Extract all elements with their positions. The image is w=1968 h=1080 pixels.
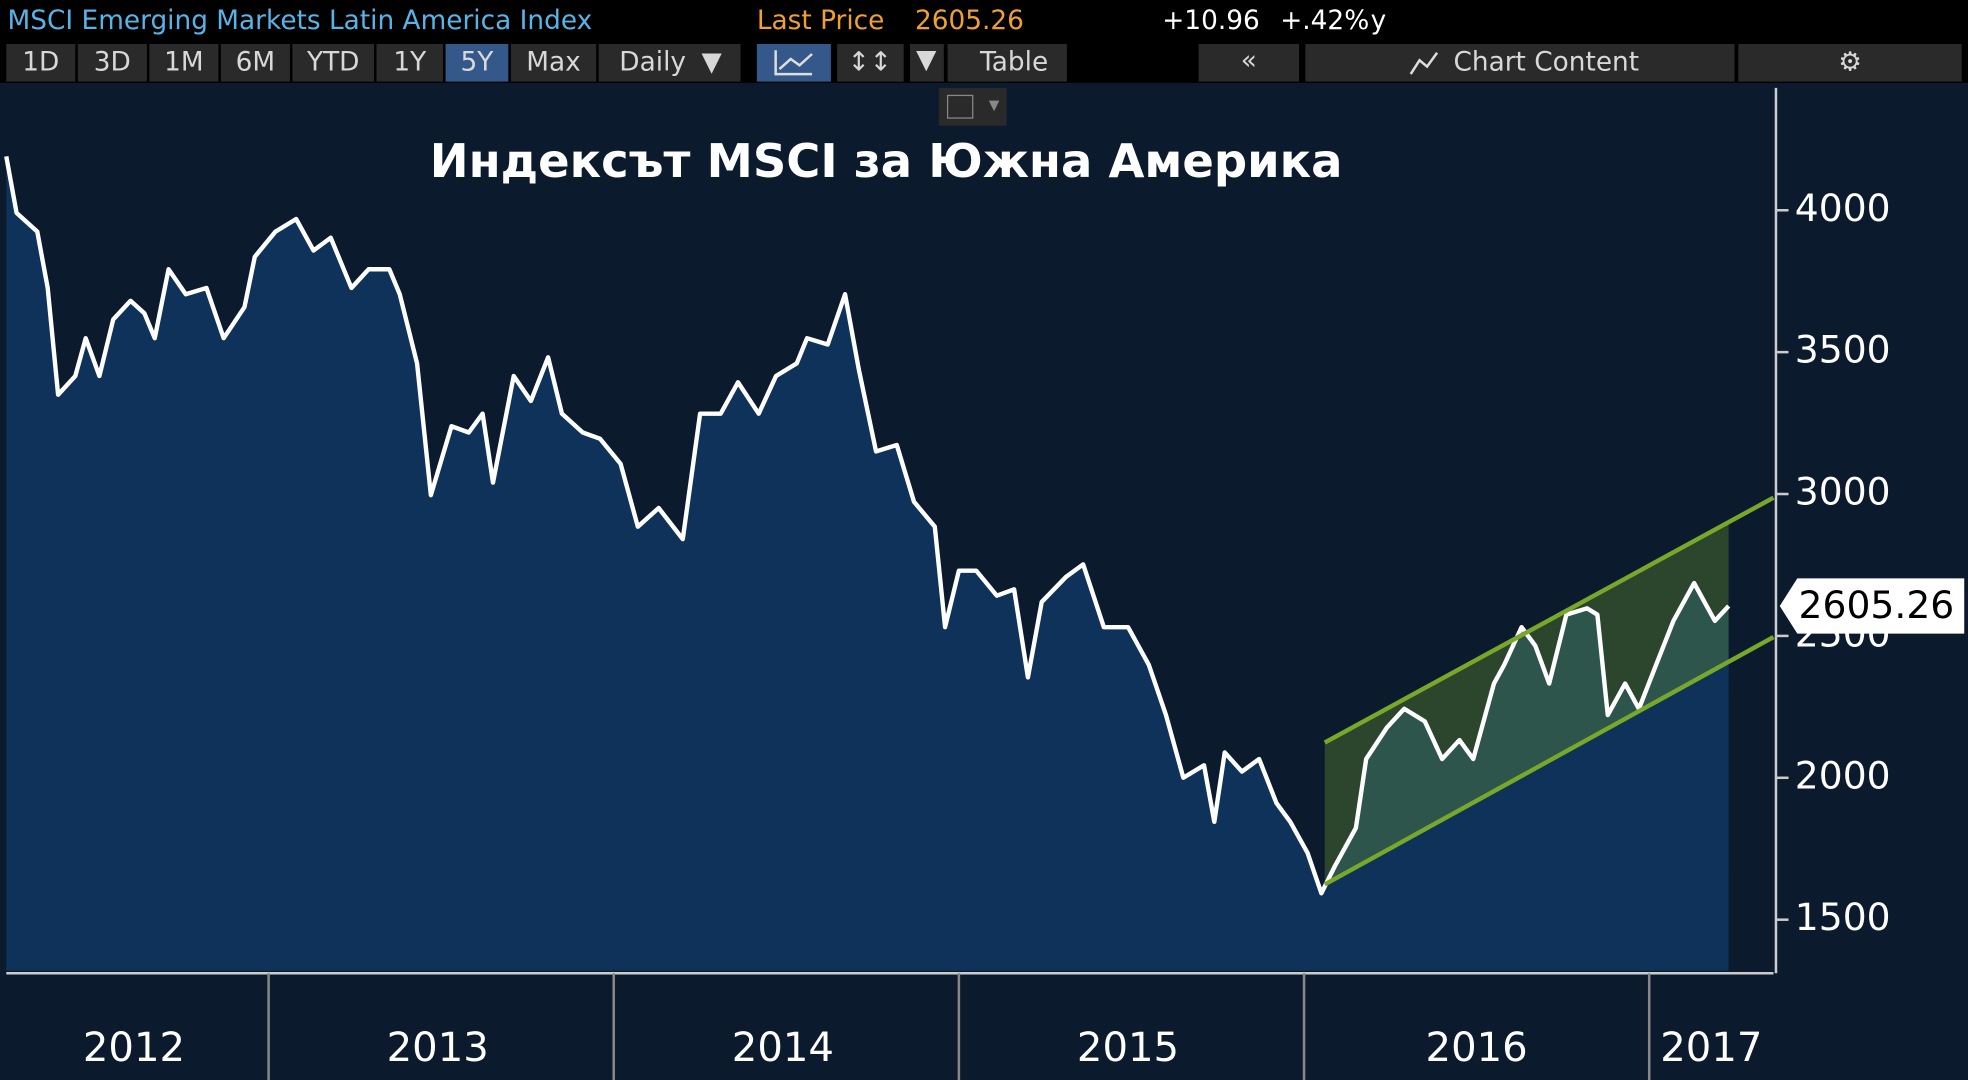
y-tick-label: 1500	[1795, 895, 1891, 939]
price-line	[4, 155, 1731, 896]
table-button[interactable]	[947, 43, 1067, 82]
x-tick-label: 2013	[387, 1025, 489, 1071]
chart-content-button[interactable]	[1305, 43, 1735, 82]
period-button[interactable]	[149, 43, 219, 82]
dropdown-arrow: ▼	[916, 45, 937, 75]
last-price-value: 2605.26	[915, 6, 1024, 36]
chart-type-dropdown[interactable]	[909, 43, 944, 82]
period-button[interactable]	[445, 43, 509, 82]
y-tick-label: 3500	[1795, 328, 1891, 372]
period-label: 1D	[22, 47, 59, 77]
period-button[interactable]	[6, 43, 76, 82]
last-price-box	[1779, 578, 1965, 634]
x-tick-label: 2016	[1426, 1025, 1528, 1071]
period-button[interactable]	[510, 43, 597, 82]
bar-chart-button[interactable]	[837, 43, 904, 82]
x-tick-label: 2015	[1077, 1025, 1179, 1071]
y-tick-label: 3000	[1795, 470, 1891, 514]
x-tick-label: 2017	[1660, 1025, 1762, 1071]
period-label: 5Y	[461, 47, 495, 77]
last-price-label: Last Price	[757, 6, 885, 36]
dropdown-arrow: ▼	[989, 97, 1000, 113]
x-tick-label: 2012	[83, 1025, 185, 1071]
channel-line	[1323, 495, 1775, 745]
table-label: Table	[979, 47, 1048, 77]
y-tick-label: 4000	[1795, 186, 1891, 230]
y-tick-label: 2000	[1795, 753, 1891, 797]
period-button[interactable]	[292, 43, 375, 82]
bar-icon: ↕↕	[848, 47, 892, 77]
x-tick-label: 2014	[732, 1025, 834, 1071]
price-change-pct: +.42%	[1280, 6, 1369, 36]
frequency-button[interactable]	[598, 43, 741, 82]
channel-line	[1323, 635, 1775, 887]
toolbar: Daily ▼ ↕↕ ▼ Table « Chart Content ⚙ ▼ 1…	[6, 43, 1962, 126]
chart-content-label: Chart Content	[1453, 47, 1639, 77]
icon	[946, 94, 974, 119]
period-label: 3D	[94, 47, 131, 77]
security-name: MSCI Emerging Markets Latin America Inde…	[8, 6, 593, 36]
area-fill	[6, 156, 1729, 971]
icon	[1409, 52, 1439, 75]
chart-title: Индексът MSCI за Южна Америка	[430, 134, 1343, 188]
period-button[interactable]	[376, 43, 444, 82]
collapse-button[interactable]	[1198, 43, 1300, 82]
period-label: 1M	[164, 47, 204, 77]
settings-icon: ⚙	[1838, 47, 1862, 77]
icon	[778, 53, 813, 71]
period-button[interactable]	[77, 43, 147, 82]
period-label: YTD	[306, 47, 359, 77]
period-label: 6M	[236, 47, 276, 77]
price-change: +10.96	[1162, 6, 1260, 36]
period-label: 1Y	[393, 47, 427, 77]
channel-fill	[1324, 522, 1729, 885]
period-label: Max	[526, 47, 580, 77]
last-price-label: 2605.26	[1799, 583, 1955, 627]
dropdown-arrow: ▼	[702, 47, 723, 77]
collapse-icon: «	[1241, 46, 1257, 76]
frequency-label: Daily	[619, 47, 686, 77]
plot: 1500200025003000350040002605.26201220132…	[4, 87, 1965, 1080]
period-marker: y	[1371, 6, 1387, 36]
period-button[interactable]	[220, 43, 290, 82]
settings-button[interactable]	[1738, 43, 1962, 82]
